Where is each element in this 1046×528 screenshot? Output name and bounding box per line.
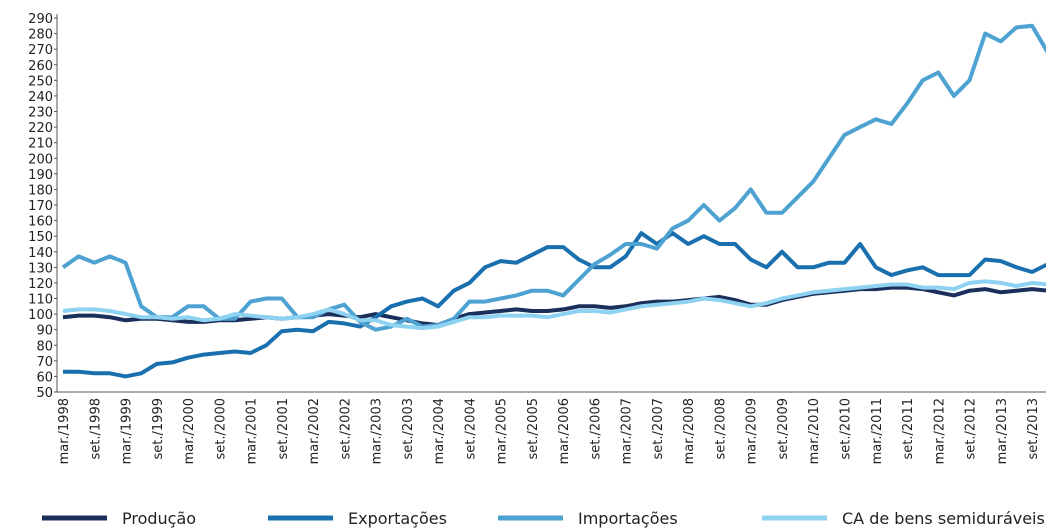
y-tick-label: 270 [28, 43, 53, 58]
y-tick-label: 120 [28, 277, 53, 292]
x-tick-label: set./2000 [213, 398, 228, 459]
x-tick-label: set./2001 [276, 398, 291, 459]
y-tick-label: 140 [28, 246, 53, 261]
x-tick-label: set./2005 [526, 398, 541, 459]
series-line [63, 231, 1046, 379]
x-tick-label: set./2011 [901, 398, 916, 459]
x-tick-label: set./2004 [463, 398, 478, 459]
y-tick-label: 80 [36, 339, 53, 354]
x-tick-label: set./2003 [401, 398, 416, 459]
y-tick-label: 250 [28, 74, 53, 89]
series-line [62, 279, 1046, 331]
x-tick-label: set./2007 [651, 398, 666, 459]
x-tick-label: set./2010 [839, 398, 854, 459]
x-tick-label: set./1998 [88, 398, 103, 459]
y-tick-label: 210 [28, 137, 53, 152]
y-tick-label: 230 [28, 106, 53, 121]
y-tick-label: 110 [28, 293, 53, 308]
y-tick-label: 180 [28, 183, 53, 198]
x-tick-label: mar./2011 [870, 398, 885, 464]
x-tick-label: mar./2007 [620, 398, 635, 464]
y-tick-label: 150 [28, 230, 53, 245]
x-tick-label: set./2006 [588, 398, 603, 459]
x-tick-label: set./1999 [151, 398, 166, 459]
x-tick-label: set./2013 [1026, 398, 1041, 459]
x-tick-label: mar./1998 [57, 398, 72, 464]
x-tick-label: mar./2000 [182, 398, 197, 464]
x-tick-label: set./2002 [338, 398, 353, 459]
y-tick-label: 170 [28, 199, 53, 214]
y-tick-label: 280 [28, 28, 53, 43]
x-tick-label: mar./2010 [807, 398, 822, 464]
series-line [61, 23, 1046, 332]
y-tick-label: 260 [28, 59, 53, 74]
x-tick-label: mar./2013 [995, 398, 1010, 464]
legend-label: Exportações [348, 509, 447, 528]
y-tick-label: 130 [28, 261, 53, 276]
y-tick-label: 160 [28, 215, 53, 230]
x-tick-label: mar./2009 [745, 398, 760, 464]
x-tick-label: mar./2006 [557, 398, 572, 464]
y-tick-label: 200 [28, 152, 53, 167]
legend-label: Importações [578, 509, 678, 528]
y-tick-label: 50 [36, 386, 53, 401]
x-tick-label: mar./1999 [120, 398, 135, 464]
x-tick-label: mar./2012 [932, 398, 947, 464]
x-tick-label: mar./2005 [495, 398, 510, 464]
legend-label: CA de bens semiduráveis e não duráveis [842, 509, 1046, 528]
x-tick-label: mar./2001 [245, 398, 260, 464]
y-tick-label: 70 [36, 355, 53, 370]
legend-label: Produção [122, 509, 196, 528]
x-tick-label: mar./2004 [432, 398, 447, 464]
x-tick-label: set./2008 [713, 398, 728, 459]
y-tick-label: 60 [36, 370, 53, 385]
x-tick-label: set./2012 [964, 398, 979, 459]
x-tick-label: mar./2002 [307, 398, 322, 464]
y-tick-label: 240 [28, 90, 53, 105]
y-tick-label: 190 [28, 168, 53, 183]
x-tick-label: set./2009 [776, 398, 791, 459]
y-tick-label: 220 [28, 121, 53, 136]
y-tick-label: 100 [28, 308, 53, 323]
y-tick-label: 290 [28, 12, 53, 27]
x-tick-label: mar./2008 [682, 398, 697, 464]
x-tick-label: mar./2003 [370, 398, 385, 464]
y-tick-label: 90 [36, 324, 53, 339]
